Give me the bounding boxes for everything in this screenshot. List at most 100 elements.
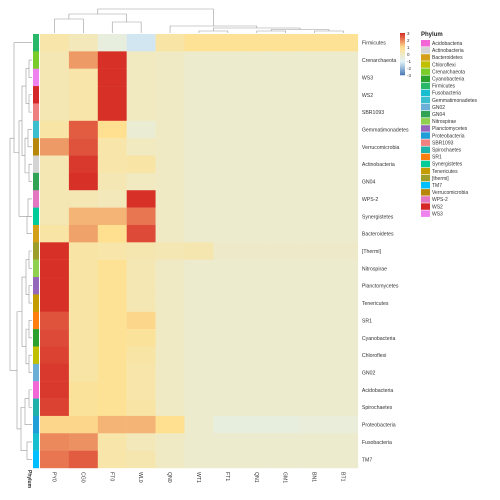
heatmap-cell (242, 155, 272, 174)
heatmap-cell (242, 311, 272, 330)
legend-item-label: Actinobacteria (432, 48, 464, 54)
heatmap-cell (126, 311, 156, 330)
colorbar-segment (400, 70, 405, 73)
legend-swatch (421, 125, 430, 132)
colorbar-tick: -1 (407, 59, 411, 64)
heatmap-cell (155, 172, 185, 191)
heatmap-cell (126, 398, 156, 417)
heatmap-cell (329, 138, 359, 156)
row-label: Nitrospirae (362, 266, 387, 272)
heatmap-cell (300, 363, 330, 382)
legend-swatch (421, 189, 430, 196)
phylum-annotation-cell (33, 34, 39, 52)
row-label: Fusobacteria (362, 440, 392, 446)
heatmap-cell (68, 450, 98, 469)
colorbar: 3 2 1 0 -1 -2 -3 (400, 31, 411, 78)
heatmap-cell (97, 415, 127, 434)
colorbar-segment (400, 66, 405, 68)
heatmap-cell (126, 259, 156, 278)
column-label: FT1 (224, 472, 230, 481)
phylum-annotation-cell (33, 363, 39, 382)
heatmap-cell (242, 242, 272, 260)
heatmap-cell (97, 259, 127, 278)
legend-swatch (421, 111, 430, 118)
legend-item-label: Cyanobacteria (432, 77, 464, 83)
heatmap-cell (271, 329, 301, 347)
phylum-annotation-cell (33, 294, 39, 312)
heatmap-cell (271, 259, 301, 278)
heatmap-cell (97, 68, 127, 87)
heatmap-cell (155, 138, 185, 156)
heatmap-cell (213, 329, 243, 347)
legend-swatch (421, 139, 430, 146)
heatmap-cell (40, 242, 70, 260)
heatmap-cell (40, 103, 70, 121)
heatmap-cell (97, 207, 127, 226)
heatmap-cell (40, 259, 70, 278)
colorbar-segment (400, 67, 405, 69)
heatmap-cell (242, 381, 272, 399)
colorbar-segment (400, 45, 405, 47)
heatmap-cell (271, 51, 301, 69)
dendrogram-branch (28, 320, 32, 339)
heatmap-cell (184, 190, 214, 208)
heatmap-cell (329, 415, 359, 434)
row-label: Actinobacteria (362, 162, 395, 168)
heatmap-cell (40, 450, 70, 469)
heatmap-cell (68, 103, 98, 121)
heatmap-cell (271, 155, 301, 174)
row-label: Verrucomicrobia (362, 145, 400, 151)
heatmap-cell (242, 346, 272, 365)
heatmap-cell (68, 86, 98, 104)
heatmap-cell (68, 346, 98, 365)
heatmap-cell (68, 242, 98, 260)
heatmap-cell (329, 363, 359, 382)
heatmap-cell (213, 68, 243, 87)
colorbar-segment (400, 33, 405, 35)
heatmap-cell (40, 294, 70, 312)
heatmap-cell (300, 346, 330, 365)
heatmap-cell (155, 277, 185, 295)
legend-item-label: Fusobacteria (432, 91, 461, 97)
heatmap-cell (242, 363, 272, 382)
row-label: SBR1093 (362, 110, 384, 116)
heatmap-cell (300, 172, 330, 191)
heatmap-cell (329, 294, 359, 312)
heatmap-cell (40, 433, 70, 451)
heatmap-cell (213, 259, 243, 278)
heatmap-cell (271, 381, 301, 399)
colorbar-segment (400, 73, 405, 76)
heatmap-cells (40, 34, 359, 469)
heatmap-cell (68, 155, 98, 174)
heatmap-cell (97, 138, 127, 156)
dendrogram-branch (25, 259, 29, 295)
heatmap-cell (68, 329, 98, 347)
heatmap-cell (242, 294, 272, 312)
heatmap-cell (126, 329, 156, 347)
colorbar-segment (400, 41, 405, 43)
heatmap-cell (155, 433, 185, 451)
heatmap-cell (184, 433, 214, 451)
heatmap-cell (97, 277, 127, 295)
legend-item-label: SBR1093 (432, 140, 454, 146)
dendrogram-branch (25, 328, 29, 365)
phylum-annotation-cell (33, 277, 39, 295)
heatmap-cell (213, 363, 243, 382)
heatmap-cell (329, 398, 359, 417)
colorbar-segment (400, 64, 405, 66)
phylum-annotation-cell (33, 120, 39, 139)
heatmap-cell (242, 277, 272, 295)
legend-item-label: Firmicutes (432, 84, 456, 90)
heatmap-cell (40, 329, 70, 347)
legend-item-label: Spirochaetes (432, 148, 462, 154)
dendrogram-branch (24, 137, 29, 174)
colorbar-segment (400, 43, 405, 45)
dendrogram-branch (28, 94, 32, 113)
heatmap-cell (329, 450, 359, 469)
row-label: [Thermi] (362, 249, 382, 255)
dendrogram-branch (9, 137, 17, 371)
heatmap-cell (68, 415, 98, 434)
colorbar-segment (400, 62, 405, 64)
column-label: BT1 (339, 472, 345, 482)
